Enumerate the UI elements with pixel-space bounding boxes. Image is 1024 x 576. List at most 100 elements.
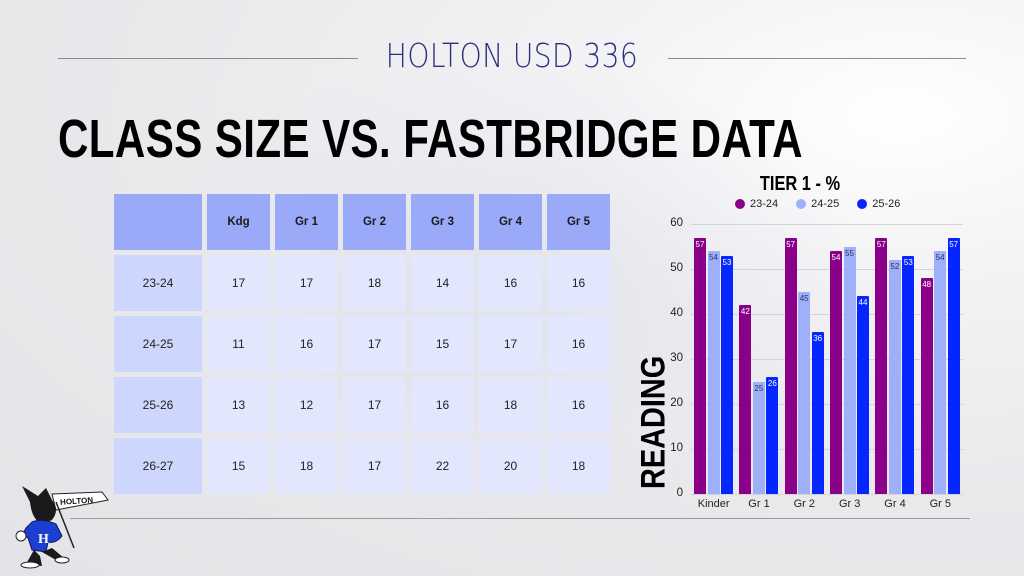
gridline [691, 224, 963, 225]
x-tick-label: Gr 2 [793, 498, 816, 510]
gridline [691, 404, 963, 405]
table-cell: 13 [207, 377, 270, 433]
header-rule-right [668, 58, 966, 59]
bar-value-label: 53 [903, 257, 913, 267]
bar-23-24-gr-4: 57 [875, 237, 888, 494]
bar-value-label: 55 [845, 248, 854, 258]
table-cell: 17 [343, 438, 406, 494]
y-tick-label: 50 [670, 262, 683, 274]
bar-value-label: 42 [740, 307, 750, 316]
header-rule-left [58, 58, 358, 59]
chart-title: TIER 1 - % [759, 173, 841, 195]
table-cell: 12 [275, 377, 338, 433]
table-cell: 17 [479, 316, 542, 372]
bar-23-24-gr-1: 42 [739, 305, 752, 494]
holton-wildcat-mascot-logo: HOLTON H [15, 486, 109, 569]
row-header-year: 25-26 [114, 377, 202, 433]
svg-text:HOLTON: HOLTON [60, 496, 94, 507]
table-cell: 18 [547, 438, 610, 494]
gridline [691, 449, 963, 450]
table-cell: 17 [275, 255, 338, 311]
bar-24-25-kinder: 54 [707, 251, 720, 494]
bar-value-label: 25 [754, 383, 764, 393]
gridline [691, 314, 963, 315]
table-cell: 16 [547, 255, 610, 311]
bar-25-26-gr-1: 26 [766, 377, 779, 494]
bar-value-label: 54 [935, 253, 945, 262]
x-tick-label: Gr 3 [838, 498, 861, 510]
y-axis-label: READING [634, 355, 673, 489]
table-cell: 18 [479, 377, 542, 433]
table-corner-header [114, 194, 202, 250]
table-cell: 17 [343, 377, 406, 433]
table-cell: 16 [479, 255, 542, 311]
table-cell: 16 [547, 316, 610, 372]
bar-24-25-gr-1: 25 [752, 381, 765, 494]
y-tick-label: 10 [670, 442, 683, 454]
row-header-year: 26-27 [114, 438, 202, 494]
reading-tier1-chart: TIER 1 - % 23-24 24-25 25-26 READING 0 10 20… [630, 170, 970, 520]
bar-25-26-gr-5: 57 [947, 237, 960, 494]
bar-value-label: 57 [786, 239, 796, 249]
legend-label: 25-26 [872, 198, 901, 210]
footer-rule [70, 518, 970, 519]
bar-value-label: 52 [890, 262, 900, 271]
legend-label: 24-25 [811, 198, 840, 210]
column-header: Gr 2 [343, 194, 406, 250]
bar-value-label: 45 [799, 293, 809, 303]
table-cell: 18 [343, 255, 406, 311]
y-tick-label: 40 [670, 307, 683, 319]
legend-dot-icon [735, 199, 745, 209]
brand-text: HOLTON USD 336 [385, 36, 639, 75]
bar-value-label: 53 [722, 257, 732, 267]
legend-item: 25-26 [857, 198, 900, 210]
svg-text:H: H [38, 532, 49, 547]
table-cell: 22 [411, 438, 474, 494]
x-tick-label: Gr 4 [884, 498, 906, 510]
column-header: Gr 5 [547, 194, 610, 250]
table-cell: 18 [275, 438, 338, 494]
district-brand: HOLTON USD 336 [77, 36, 947, 75]
column-header: Gr 1 [275, 194, 338, 250]
row-header-year: 23-24 [114, 255, 202, 311]
bar-value-label: 48 [922, 280, 932, 289]
y-tick-label: 20 [670, 397, 683, 409]
y-tick-label: 0 [676, 487, 683, 499]
x-tick-label: Gr 1 [748, 498, 770, 510]
bar-25-26-gr-3: 44 [857, 296, 869, 494]
bar-24-25-gr-5: 54 [934, 251, 947, 494]
table-cell: 17 [343, 316, 406, 372]
table-cell: 14 [411, 255, 474, 311]
bar-value-label: 54 [831, 253, 841, 262]
column-header: Gr 4 [479, 194, 542, 250]
bar-value-label: 44 [858, 298, 868, 307]
bar-24-25-gr-3: 55 [843, 246, 856, 494]
table-cell: 16 [411, 377, 474, 433]
y-tick-label: 30 [670, 352, 683, 364]
bar-23-24-gr-2: 57 [784, 237, 797, 494]
gridline [691, 359, 963, 360]
table-cell: 20 [479, 438, 542, 494]
bar-25-26-kinder: 53 [721, 255, 733, 494]
bar-23-24-gr-3: 54 [830, 251, 842, 494]
bar-value-label: 36 [813, 334, 823, 343]
bar-value-label: 54 [709, 253, 718, 262]
table-cell: 17 [207, 255, 270, 311]
legend-dot-icon [796, 199, 807, 209]
legend-item: 23-24 [735, 198, 778, 210]
bar-23-24-kinder: 57 [694, 237, 706, 494]
table-cell: 15 [207, 438, 270, 494]
page-title: CLASS SIZE VS. FASTBRIDGE DATA [58, 109, 803, 169]
bar-25-26-gr-2: 36 [811, 332, 824, 494]
plot-area: 0 10 20 30 40 50 60 57 54 53 Kinder 42 25 26 Gr 1 57 45 3… [670, 217, 963, 510]
class-size-table: Kdg Gr 1 Gr 2 Gr 3 Gr 4 Gr 5 23-24 17 17 18 14 16 16… [114, 194, 610, 494]
x-tick-label: Kinder [697, 498, 730, 510]
bar-value-label: 57 [876, 239, 886, 249]
table-cell: 16 [275, 316, 338, 372]
legend-dot-icon [857, 199, 868, 209]
gridline [691, 269, 963, 270]
legend-label: 23-24 [750, 198, 779, 210]
row-header-year: 24-25 [114, 316, 202, 372]
x-tick-label: Gr 5 [929, 498, 952, 510]
bar-value-label: 26 [767, 379, 777, 388]
